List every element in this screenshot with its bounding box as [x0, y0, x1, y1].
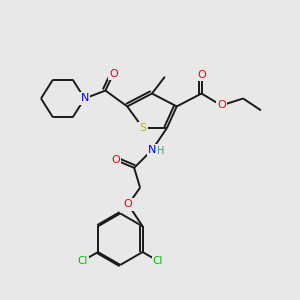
- Text: O: O: [217, 100, 226, 110]
- Text: S: S: [140, 123, 147, 133]
- Text: Cl: Cl: [77, 256, 88, 266]
- Text: O: O: [111, 155, 120, 165]
- Text: O: O: [197, 70, 206, 80]
- Text: H: H: [157, 146, 165, 156]
- Text: N: N: [80, 94, 89, 103]
- Text: O: O: [124, 200, 133, 209]
- Text: N: N: [148, 145, 156, 155]
- Text: O: O: [109, 69, 118, 79]
- Text: Cl: Cl: [153, 256, 163, 266]
